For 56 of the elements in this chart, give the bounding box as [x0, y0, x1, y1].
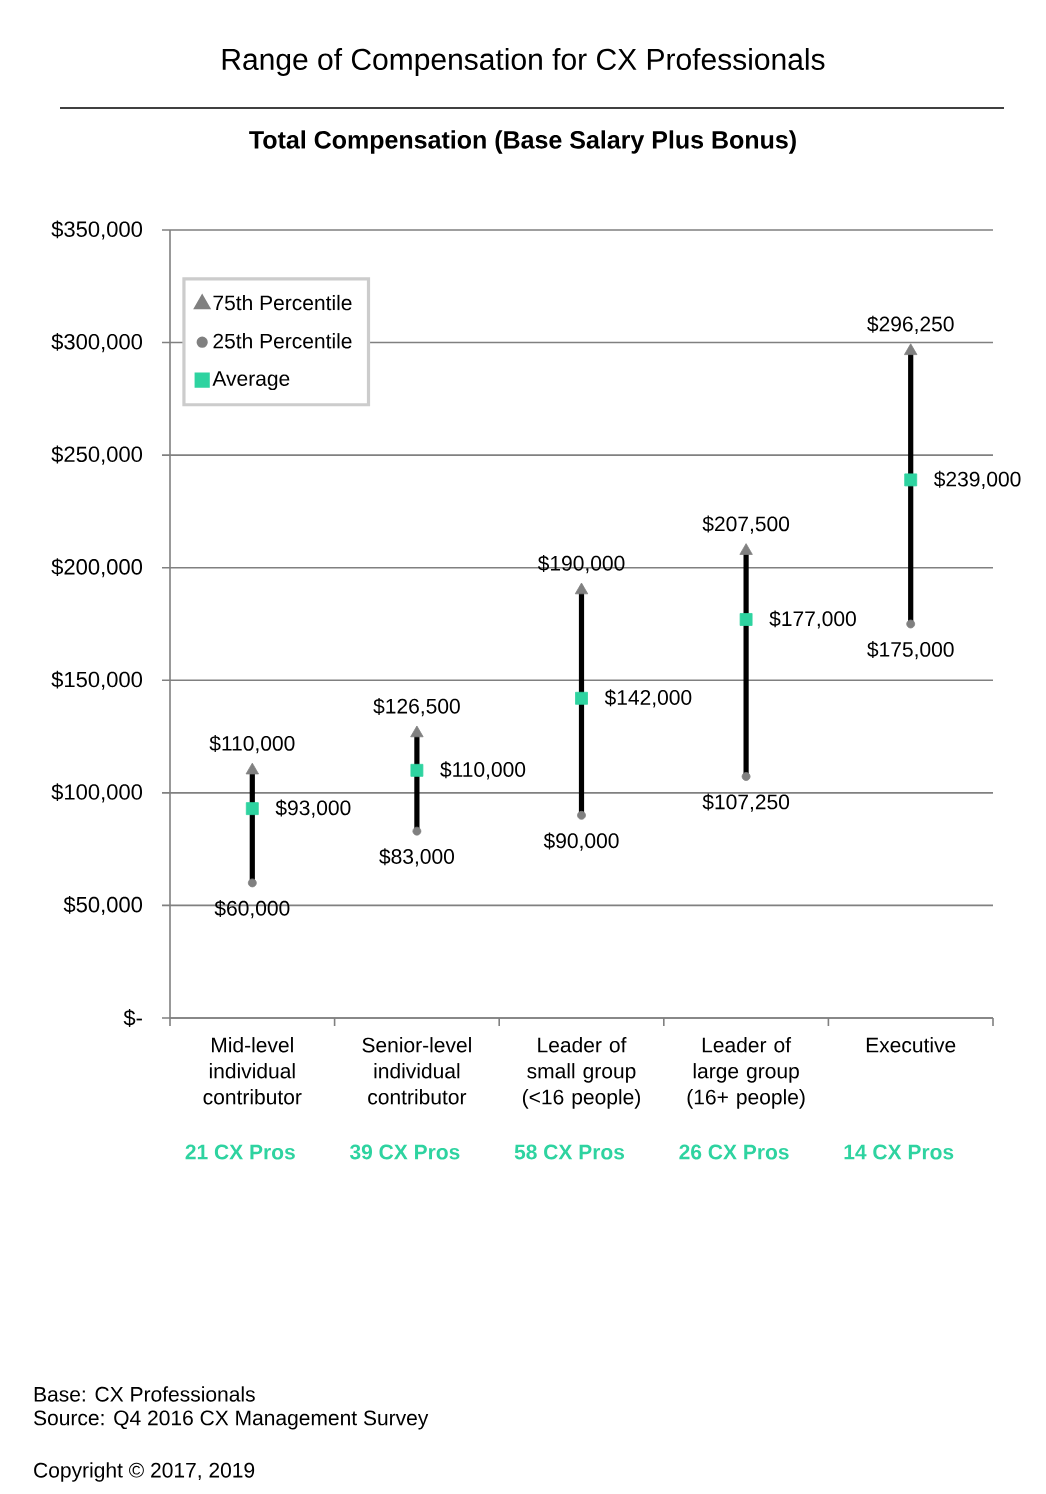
- data-label: $93,000: [275, 799, 351, 818]
- point: [904, 343, 918, 356]
- data-label: $90,000: [543, 832, 619, 851]
- x-tick-label: Executive: [866, 1037, 956, 1053]
- point: [741, 772, 751, 781]
- y-tick-label: $250,000: [51, 445, 143, 465]
- data-label: $190,000: [537, 554, 625, 574]
- data-label: $110,000: [209, 735, 295, 754]
- point: [245, 802, 259, 816]
- y-tick-label: $350,000: [51, 220, 143, 240]
- text: Base: CX Professionals: [34, 1386, 255, 1402]
- data-label: $175,000: [867, 641, 954, 660]
- point: [904, 473, 918, 487]
- source-note: Source: Q4 2016 CX Management Survey: [34, 1410, 429, 1430]
- point: [906, 619, 916, 629]
- point: [577, 810, 586, 820]
- y-tick-label: $300,000: [51, 333, 143, 353]
- legend-label: 25th Percentile: [213, 333, 352, 349]
- text: 39 CX Pros: [349, 1144, 460, 1160]
- data-label: $126,500: [373, 697, 460, 717]
- point: [247, 878, 257, 888]
- data-label: $142,000: [604, 689, 692, 708]
- data-label: $239,000: [933, 470, 1021, 490]
- x-tick-label: Leader of large group (16+ people): [687, 1037, 805, 1109]
- point: [739, 613, 753, 626]
- y-tick-label: $100,000: [51, 783, 143, 803]
- x-tick-label: Leader of small group (<16 people): [522, 1037, 640, 1109]
- y-tick-label: $200,000: [51, 558, 143, 578]
- point: [410, 763, 424, 777]
- text: 21 CX Pros: [185, 1144, 295, 1160]
- chart-title: Range of Compensation for CX Professionals: [222, 48, 825, 76]
- data-label: $207,500: [702, 515, 790, 534]
- y-tick-label: $150,000: [51, 670, 143, 690]
- point: [739, 543, 753, 555]
- text: 14 CX Pros: [844, 1144, 954, 1160]
- data-label: $107,250: [702, 793, 790, 812]
- point: [410, 725, 424, 738]
- data-label: $60,000: [214, 899, 290, 919]
- text: Copyright © 2017, 2019: [34, 1462, 255, 1482]
- point: [412, 826, 422, 836]
- data-label: $296,250: [867, 315, 954, 334]
- point: [245, 762, 259, 775]
- legend-label: Average: [212, 371, 290, 391]
- text: 26 CX Pros: [679, 1144, 789, 1160]
- legend-label: 75th Percentile: [213, 294, 352, 311]
- data-label: $83,000: [379, 848, 455, 867]
- point: [574, 582, 589, 595]
- y-tick-label: $50,000: [63, 895, 143, 915]
- point: [575, 691, 588, 705]
- y-tick-label: $-: [123, 1009, 142, 1027]
- data-label: $177,000: [769, 610, 856, 629]
- text: 58 CX Pros: [514, 1144, 625, 1160]
- data-label: $110,000: [440, 761, 526, 780]
- x-tick-label: Senior-level individual contributor: [362, 1037, 471, 1105]
- x-tick-label: Mid-level individual contributor: [203, 1037, 302, 1105]
- chart-subtitle: Total Compensation (Base Salary Plus Bonus): [249, 130, 796, 154]
